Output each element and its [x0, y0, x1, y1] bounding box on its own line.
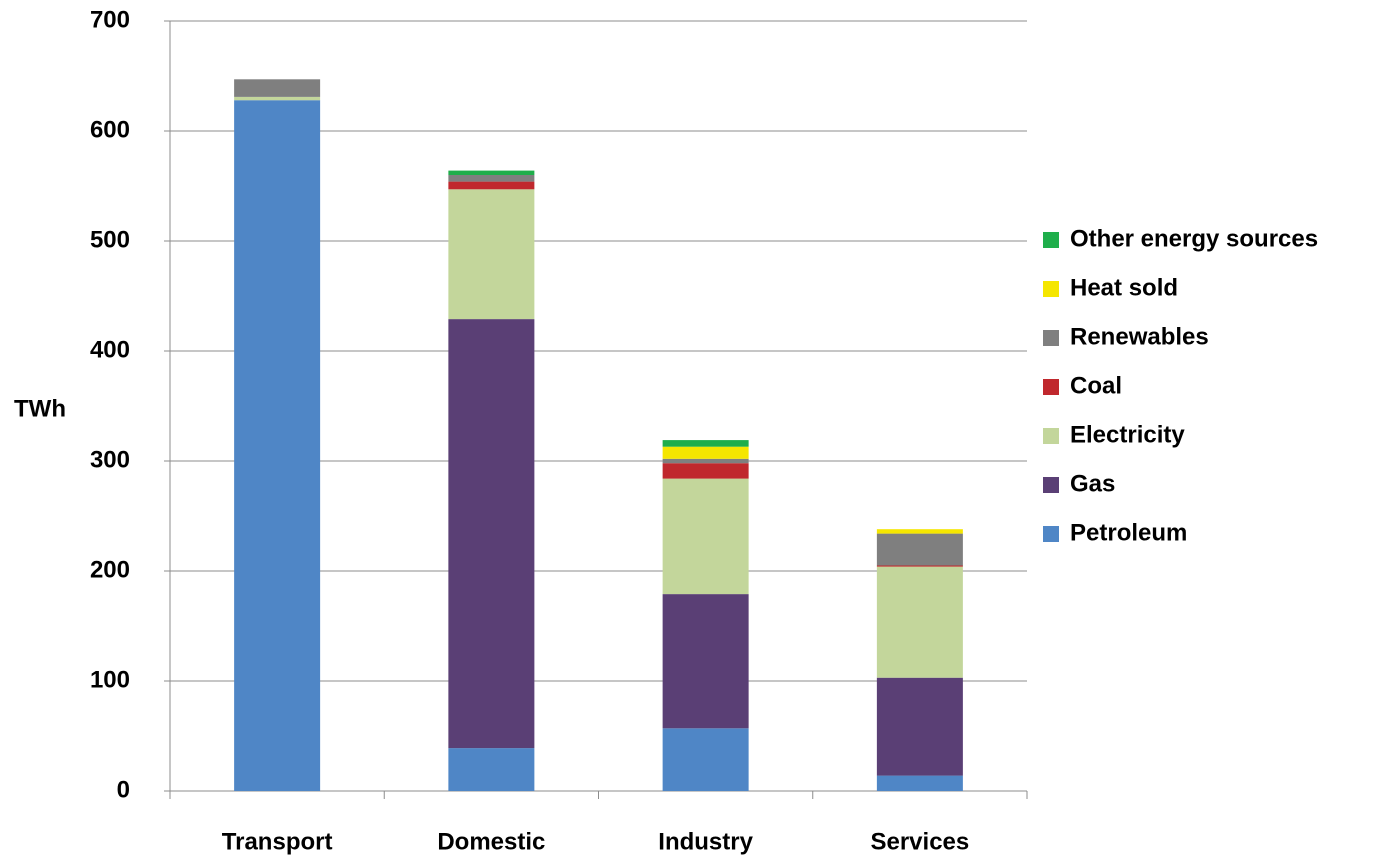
y-tick-label: 500 [90, 226, 130, 253]
bar-segment [876, 529, 963, 534]
legend-label: Gas [1070, 470, 1115, 497]
x-tick-label: Services [870, 828, 969, 855]
bar-segment [662, 728, 749, 791]
bar-segment [234, 100, 321, 791]
bar-segment [448, 748, 535, 791]
legend-swatch [1043, 232, 1059, 248]
bar-segment [876, 533, 963, 566]
x-tick-label: Industry [658, 828, 753, 855]
bar-segment [662, 594, 749, 729]
y-tick-label: 100 [90, 666, 130, 693]
y-tick-label: 300 [90, 446, 130, 473]
legend-label: Heat sold [1070, 274, 1178, 301]
bar-segment [448, 181, 535, 190]
bar-segment [448, 170, 535, 175]
legend-label: Renewables [1070, 323, 1209, 350]
x-tick-label: Domestic [437, 828, 545, 855]
legend-label: Other energy sources [1070, 225, 1318, 252]
legend-swatch [1043, 526, 1059, 542]
y-tick-label: 400 [90, 336, 130, 363]
legend-label: Coal [1070, 372, 1122, 399]
bar-segment [876, 565, 963, 567]
legend-swatch [1043, 330, 1059, 346]
legend-swatch [1043, 477, 1059, 493]
bar-segment [662, 440, 749, 447]
bar-segment [234, 79, 321, 97]
bar-segment [234, 96, 321, 101]
y-tick-label: 700 [90, 6, 130, 33]
bar-segment [662, 446, 749, 459]
bar-segment [448, 175, 535, 182]
bar-segment [662, 458, 749, 464]
bar-segment [662, 478, 749, 595]
bar-segment [448, 319, 535, 749]
bar-segment [662, 463, 749, 479]
legend-label: Electricity [1070, 421, 1185, 448]
y-axis-label: TWh [14, 395, 66, 422]
x-tick-label: Transport [222, 828, 333, 855]
legend-swatch [1043, 281, 1059, 297]
bar-segment [876, 566, 963, 678]
bar-segment [876, 775, 963, 791]
legend-swatch [1043, 379, 1059, 395]
legend-label: Petroleum [1070, 519, 1187, 546]
legend-swatch [1043, 428, 1059, 444]
y-tick-label: 200 [90, 556, 130, 583]
y-tick-label: 0 [117, 776, 130, 803]
y-tick-label: 600 [90, 116, 130, 143]
bar-segment [448, 189, 535, 320]
bar-segment [876, 677, 963, 776]
